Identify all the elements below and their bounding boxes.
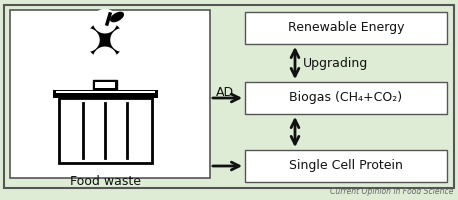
- Bar: [93, 80, 117, 92]
- Ellipse shape: [111, 12, 123, 22]
- Bar: [53, 90, 158, 98]
- Bar: [95, 82, 115, 88]
- Circle shape: [93, 47, 117, 71]
- Circle shape: [87, 22, 123, 58]
- Text: Single Cell Protein: Single Cell Protein: [289, 160, 403, 172]
- Bar: [245, 12, 447, 44]
- Circle shape: [93, 9, 117, 33]
- Circle shape: [77, 29, 99, 51]
- Text: Renewable Energy: Renewable Energy: [288, 21, 404, 34]
- Text: Biogas (CH₄+CO₂): Biogas (CH₄+CO₂): [289, 92, 403, 104]
- Text: Food waste: Food waste: [70, 175, 141, 188]
- Text: AD: AD: [216, 86, 234, 98]
- Bar: [245, 150, 447, 182]
- Text: Current Opinion in Food Science: Current Opinion in Food Science: [329, 187, 453, 196]
- Bar: [59, 98, 152, 163]
- Text: Upgrading: Upgrading: [303, 56, 368, 70]
- Bar: [245, 82, 447, 114]
- Bar: [56, 91, 155, 93]
- Circle shape: [111, 29, 133, 51]
- Bar: [10, 10, 210, 178]
